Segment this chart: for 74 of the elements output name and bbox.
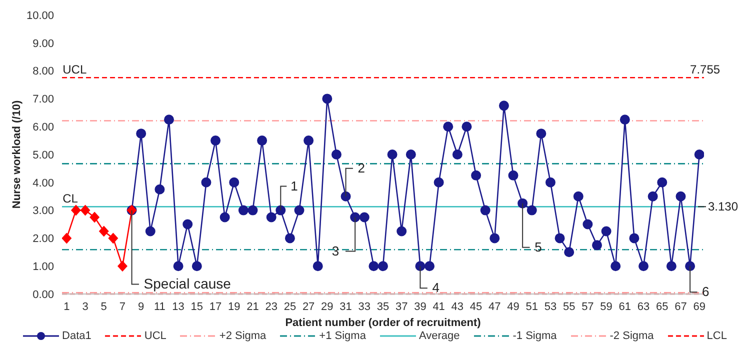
- annotation: 4: [432, 280, 440, 296]
- y-tick-label: 5.00: [32, 149, 54, 162]
- x-tick-label: 57: [582, 300, 594, 313]
- x-tick-label: 25: [284, 300, 296, 313]
- annotation: 7.755: [690, 62, 720, 77]
- x-tick-label: 41: [432, 300, 445, 313]
- x-tick-label: 3: [82, 300, 88, 313]
- legend-label: -1 Sigma: [512, 330, 557, 342]
- point: [117, 260, 128, 272]
- point: [98, 226, 109, 237]
- x-tick-label: 55: [562, 300, 576, 313]
- x-tick-label: 5: [100, 300, 107, 313]
- x-tick-label: 67: [674, 300, 687, 313]
- y-tick-label: 9.00: [32, 38, 54, 50]
- x-tick-label: 45: [470, 300, 482, 313]
- x-tick-label: 35: [376, 300, 390, 313]
- x-tick-label: 21: [246, 300, 259, 313]
- y-tick-label: 4.00: [32, 177, 54, 190]
- y-tick-label: 3.00: [32, 205, 54, 218]
- x-tick-label: 59: [600, 300, 612, 313]
- annotation: UCL: [62, 62, 87, 77]
- annotation: 3.130: [708, 200, 738, 214]
- x-tick-label: 47: [488, 300, 501, 313]
- annotation: 3: [332, 243, 340, 258]
- legend-label: +2 Sigma: [219, 330, 266, 342]
- legend-label: +1 Sigma: [319, 330, 366, 342]
- x-tick-label: 17: [209, 300, 222, 313]
- x-tick-label: 63: [637, 300, 650, 313]
- x-tick-label: 61: [618, 300, 632, 313]
- x-tick-label: 7: [119, 300, 126, 313]
- y-tick-label: 6.00: [32, 122, 54, 134]
- annotation: 2: [358, 160, 366, 176]
- point: [90, 212, 100, 223]
- y-axis-title: Nurse workload (/10): [11, 100, 23, 209]
- y-tick-label: 7.00: [32, 94, 54, 106]
- y-tick-label: 8.00: [32, 66, 54, 78]
- x-tick-label: 27: [302, 300, 315, 313]
- annotation: 6: [702, 284, 710, 300]
- x-tick-label: 19: [228, 300, 240, 313]
- y-tick-label: 2.00: [32, 233, 54, 246]
- x-tick-label: 39: [414, 300, 426, 313]
- x-tick-label: 13: [172, 300, 184, 313]
- x-tick-label: 29: [321, 300, 334, 313]
- legend-label: LCL: [706, 330, 727, 342]
- annotation: CL: [62, 192, 78, 206]
- legend-label: Average: [418, 330, 460, 342]
- y-tick-label: 1.00: [32, 261, 54, 274]
- x-tick-label: 15: [190, 300, 204, 313]
- x-tick-label: 31: [340, 300, 352, 313]
- point: [80, 204, 90, 216]
- annotation: 1: [290, 178, 298, 194]
- x-tick-label: 9: [138, 300, 144, 313]
- x-tick-label: 11: [154, 300, 166, 313]
- legend-label: UCL: [144, 330, 166, 342]
- legend-label: Data1: [62, 330, 92, 342]
- x-tick-label: 65: [656, 300, 668, 313]
- y-tick-label: 10.00: [26, 10, 54, 22]
- x-tick-label: 53: [544, 300, 557, 313]
- x-tick-label: 49: [507, 300, 520, 313]
- point: [108, 232, 118, 244]
- point: [62, 232, 72, 244]
- x-tick-label: 23: [265, 300, 278, 313]
- x-tick-label: 33: [358, 300, 371, 313]
- annotation: 5: [534, 239, 542, 254]
- x-axis-title: Patient number (order of recruitment): [285, 317, 482, 329]
- point: [70, 204, 81, 216]
- x-tick-label: 69: [693, 300, 706, 313]
- y-tick-label: 0.00: [32, 288, 54, 301]
- x-tick-label: 43: [451, 300, 464, 313]
- x-tick-label: 37: [395, 300, 408, 313]
- x-tick-label: 1: [64, 300, 70, 313]
- legend-label: -2 Sigma: [610, 330, 654, 342]
- x-tick-label: 51: [526, 300, 538, 313]
- annotation: Special cause: [144, 275, 232, 292]
